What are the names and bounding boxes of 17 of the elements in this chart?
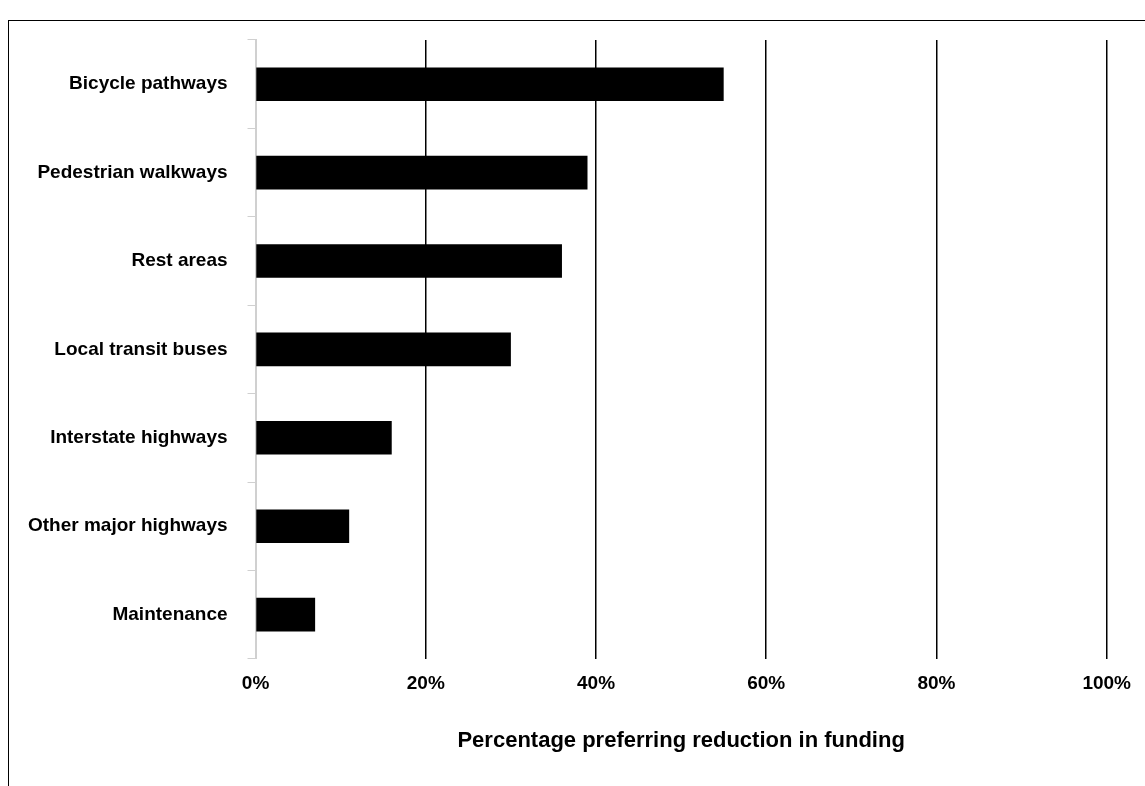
y-tick-label: Maintenance [112,602,228,624]
x-tick-label: 40% [576,672,616,694]
x-axis-title: Percentage preferring reduction in funding [457,726,905,752]
bar [256,509,350,543]
bar [256,597,316,632]
bar [256,421,392,455]
x-tick-label: 20% [406,672,445,694]
x-tick-label: 100% [1082,672,1132,694]
y-tick-label: Pedestrian walkways [37,160,228,182]
x-tick-label: 60% [747,672,786,694]
y-tick-label: Local transit buses [54,337,228,359]
x-tick-label: 80% [917,672,956,694]
y-tick-label: Bicycle pathways [69,72,228,94]
x-tick-label: 0% [241,672,270,694]
y-tick-label: Rest areas [131,249,228,271]
y-tick-label: Interstate highways [50,426,228,448]
y-tick-label: Other major highways [28,514,228,536]
